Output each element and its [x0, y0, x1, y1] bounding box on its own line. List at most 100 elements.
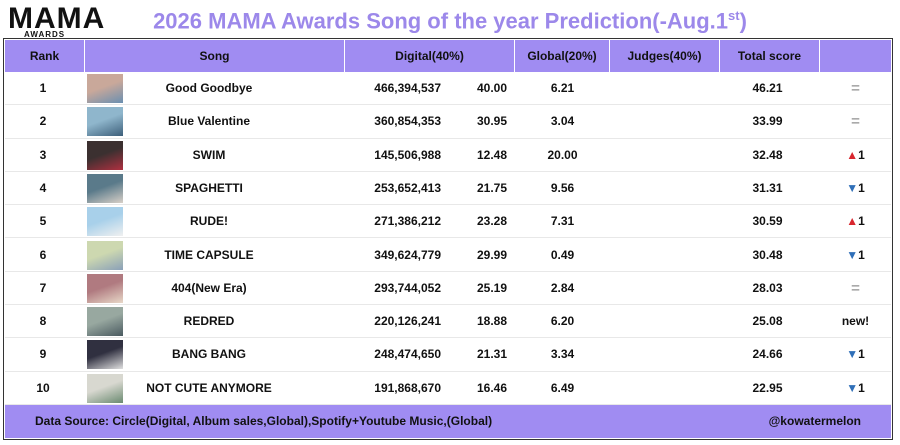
album-cover: [87, 240, 123, 270]
total-score: 25.08: [752, 314, 783, 329]
change: ▼1: [820, 338, 891, 371]
change: ▼1: [820, 372, 891, 405]
digital-score: 23.28: [476, 214, 507, 229]
rank: 8: [39, 314, 47, 329]
table-row: 3 SWIM 145,506,988 12.48 20.00 32.48 ▲1: [5, 139, 891, 172]
change-value: 1: [858, 347, 865, 362]
global-score: 6.20: [550, 314, 575, 329]
table-row: 4 SPAGHETTI 253,652,413 21.75 9.56 31.31 ▼1: [5, 172, 891, 206]
album-cover: [87, 273, 123, 303]
change-arrow: ▼: [846, 380, 859, 395]
rank: 4: [39, 180, 47, 195]
rank: 1: [39, 81, 47, 95]
song: NOT CUTE ANYMORE: [146, 380, 272, 395]
total-score: 32.48: [752, 147, 783, 162]
change: new!: [820, 305, 891, 338]
logo: MAMA: [8, 2, 106, 35]
total-score: 31.31: [752, 180, 783, 195]
header-cell: Song: [85, 40, 345, 72]
change: =: [820, 105, 891, 138]
change-arrow: =: [851, 113, 860, 131]
change-value: 1: [858, 247, 865, 262]
table-row: 7 404(New Era) 293,744,052 25.19 2.84 28.03 =: [5, 272, 891, 306]
table-row: 10 NOT CUTE ANYMORE 191,868,670 16.46 6.49 22…: [5, 372, 891, 405]
title: 2026 MAMA Awards Song of the year Predic…: [0, 8, 900, 34]
title-end: ): [739, 8, 747, 34]
global-score: 2.84: [550, 280, 575, 295]
digital-count: 220,126,241: [374, 314, 441, 329]
table-row: 8 REDRED 220,126,241 18.88 6.20 25.08 new!: [5, 305, 891, 339]
album-cover: [87, 107, 123, 137]
rank: 9: [39, 347, 47, 362]
digital-count: 293,744,052: [374, 280, 441, 295]
global-score: 6.21: [550, 81, 575, 95]
album-cover: [87, 74, 123, 103]
digital-count: 191,868,670: [374, 380, 441, 395]
digital-count: 466,394,537: [374, 81, 441, 95]
digital-score: 25.19: [476, 280, 507, 295]
song: Good Goodbye: [165, 81, 253, 95]
song: SPAGHETTI: [175, 180, 243, 195]
digital-count: 360,854,353: [374, 114, 441, 129]
header-cell: Global(20%): [515, 40, 610, 72]
song: Blue Valentine: [167, 114, 251, 129]
album-cover: [87, 173, 123, 203]
album-cover: [87, 340, 123, 370]
song: BANG BANG: [172, 347, 246, 362]
album-cover: [87, 140, 123, 170]
total-score: 24.66: [752, 347, 783, 362]
digital-score: 21.75: [476, 180, 507, 195]
digital-score: 30.95: [476, 114, 507, 129]
digital-count: 271,386,212: [374, 214, 441, 229]
table-row: 1 Good Goodbye 466,394,537 40.00 6.21 46.21 =: [5, 72, 891, 106]
header-cell: Rank: [5, 40, 85, 72]
rank: 6: [39, 247, 47, 262]
rank: 3: [39, 147, 47, 162]
title-sup: st: [728, 8, 740, 23]
global-score: 6.49: [550, 380, 575, 395]
change-arrow: ▼: [846, 247, 859, 262]
change-value: 1: [858, 380, 865, 395]
header-cell: Judges(40%): [610, 40, 720, 72]
table-row: 9 BANG BANG 248,474,650 21.31 3.34 24.66 ▼1: [5, 338, 891, 372]
header-row: Rank Song Digital(40%) Global(20%) Judges(40…: [5, 40, 891, 72]
footer: Data Source: Circle(Digital, Album sales…: [5, 405, 891, 438]
change-arrow: =: [851, 279, 860, 297]
table-row: 2 Blue Valentine 360,854,353 30.95 3.04 33.99…: [5, 105, 891, 139]
title-main: 2026 MAMA Awards Song of the year Predic…: [153, 8, 729, 34]
digital-score: 21.31: [476, 347, 507, 362]
change-arrow: =: [851, 80, 860, 97]
change: ▼1: [820, 239, 891, 272]
change-value: 1: [858, 147, 865, 162]
rank: 2: [39, 114, 47, 129]
song: 404(New Era): [171, 280, 247, 295]
logo-sub: AWARDS: [24, 30, 66, 39]
change: ▲1: [820, 205, 891, 238]
table-row: 5 RUDE! 271,386,212 23.28 7.31 30.59 ▲1: [5, 205, 891, 239]
change-value: 1: [858, 214, 865, 229]
total-score: 30.59: [752, 214, 783, 229]
change-arrow: ▲: [846, 214, 859, 229]
global-score: 9.56: [550, 180, 575, 195]
change-value: new!: [841, 314, 870, 329]
total-score: 33.99: [752, 114, 783, 129]
album-cover: [87, 373, 123, 403]
header-cell: Digital(40%): [345, 40, 515, 72]
table-row: 6 TIME CAPSULE 349,624,779 29.99 0.49 30.48 ▼1: [5, 239, 891, 272]
total-score: 46.21: [752, 81, 783, 95]
footer-source: Data Source: Circle(Digital, Album sales…: [35, 414, 493, 428]
change: ▲1: [820, 139, 891, 172]
change-arrow: ▲: [846, 147, 859, 162]
digital-count: 349,624,779: [374, 247, 441, 262]
total-score: 22.95: [752, 380, 783, 395]
header-cell: [820, 40, 891, 72]
global-score: 0.49: [550, 247, 575, 262]
change: =: [820, 72, 891, 105]
header-cell: Total score: [720, 40, 820, 72]
change: ▼1: [820, 172, 891, 205]
album-cover: [87, 207, 123, 237]
album-cover: [87, 307, 123, 337]
change-value: 1: [858, 180, 865, 195]
global-score: 3.04: [550, 114, 575, 129]
global-score: 3.34: [550, 347, 575, 362]
